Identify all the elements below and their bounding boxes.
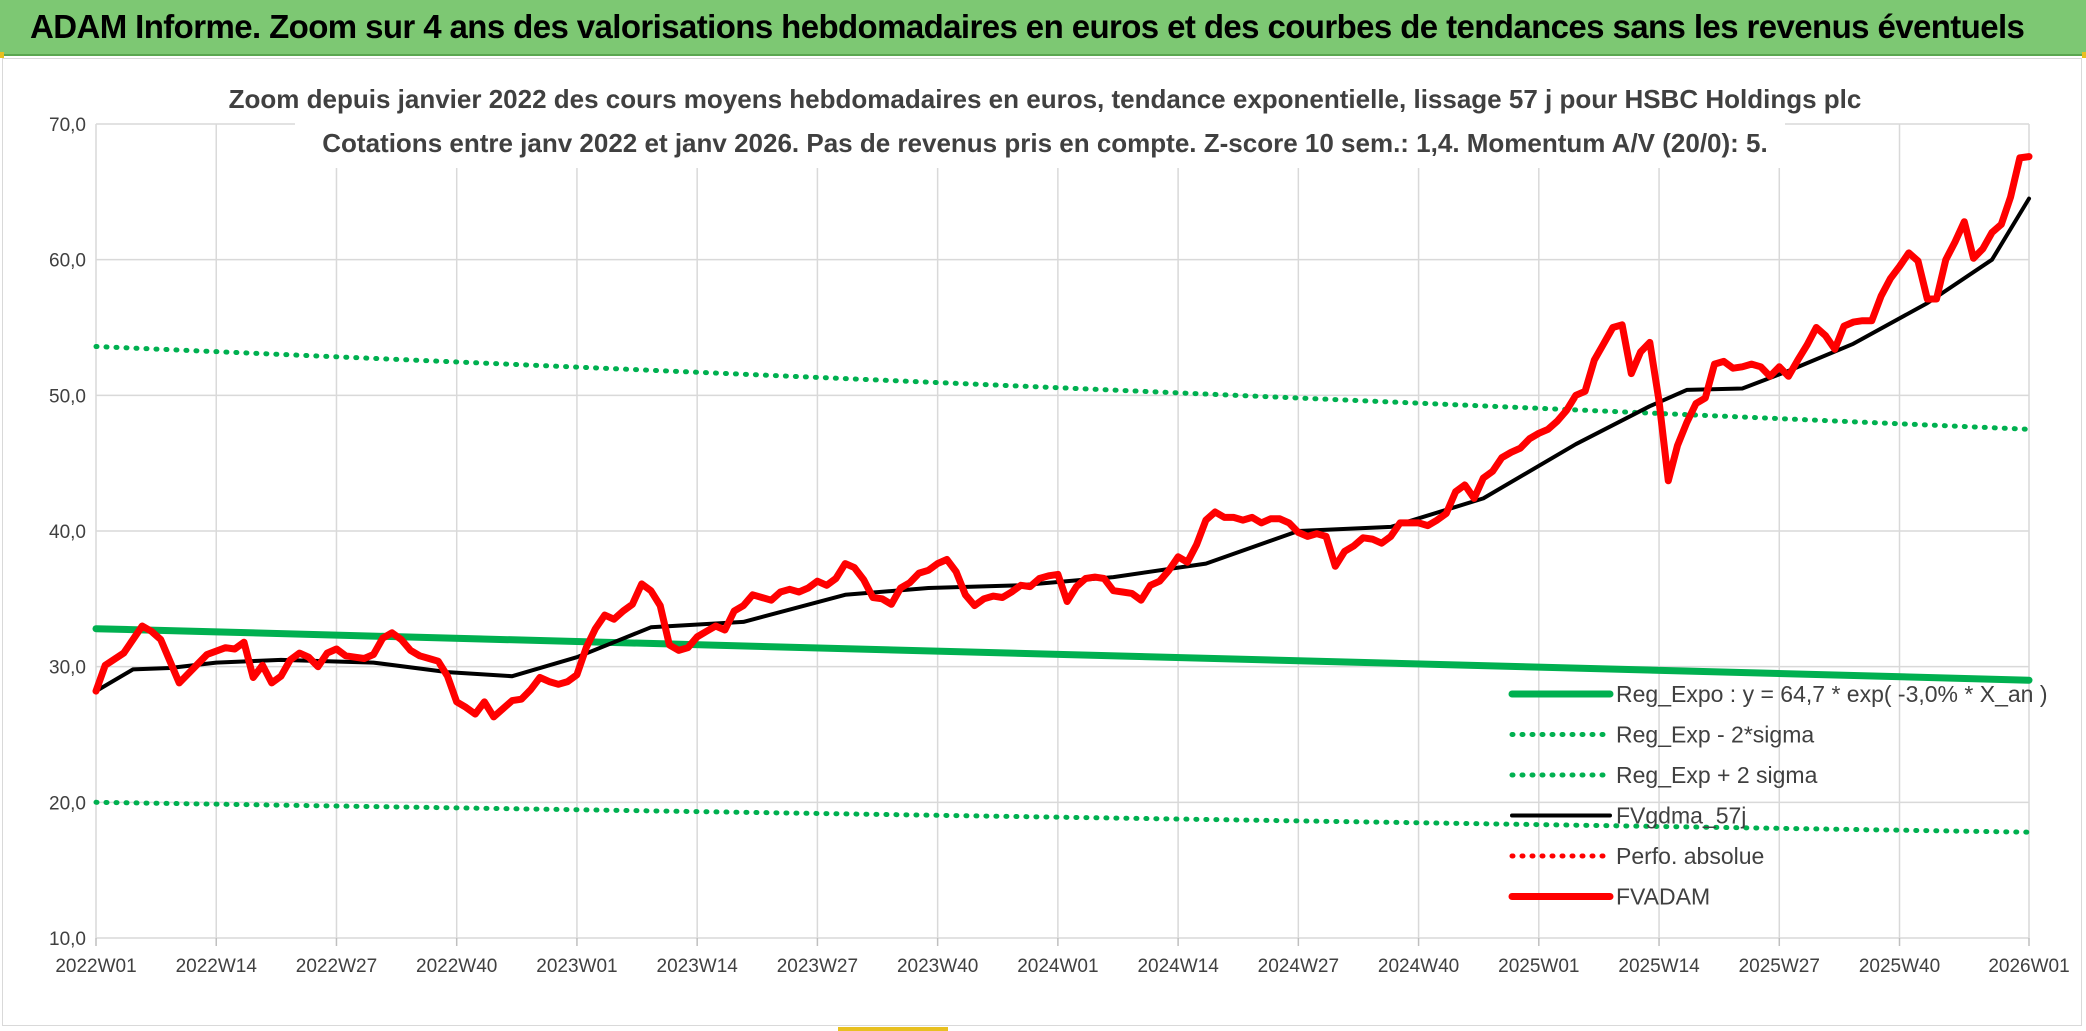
y-tick-label: 20,0 [49, 793, 86, 814]
series-line-5 [92, 153, 2033, 721]
y-tick-label: 10,0 [49, 929, 86, 950]
chart-subtitle: Cotations entre janv 2022 et janv 2026. … [322, 128, 1767, 158]
corner-mark-right [2082, 52, 2086, 58]
x-tick-label: 2024W14 [1137, 956, 1219, 977]
y-tick-label: 30,0 [49, 658, 86, 679]
x-tick-label: 2022W40 [416, 956, 497, 977]
x-tick-label: 2022W14 [176, 956, 258, 977]
header-bar: ADAM Informe. Zoom sur 4 ans des valoris… [0, 0, 2086, 56]
x-tick-label: 2025W27 [1739, 956, 1820, 977]
x-tick-label: 2024W27 [1258, 956, 1339, 977]
y-tick-label: 40,0 [49, 522, 86, 543]
series-line-1 [93, 799, 2032, 835]
x-tick-label: 2022W01 [55, 956, 136, 977]
legend-label-1: Reg_Exp - 2*sigma [1616, 722, 1814, 748]
x-tick-label: 2025W40 [1859, 956, 1940, 977]
legend-label-4: Perfo. absolue [1616, 843, 1764, 869]
header-title: ADAM Informe. Zoom sur 4 ans des valoris… [30, 8, 2025, 45]
series-lines [92, 153, 2033, 835]
x-tick-label: 2023W40 [897, 956, 978, 977]
y-tick-label: 50,0 [49, 386, 86, 407]
legend-label-5: FVADAM [1616, 884, 1710, 910]
x-tick-label: 2023W14 [657, 956, 739, 977]
title-background [295, 82, 1785, 168]
x-tick-label: 2024W40 [1378, 956, 1459, 977]
series-line-2 [93, 344, 2032, 432]
x-tick-label: 2024W01 [1017, 956, 1098, 977]
series-line-3 [94, 196, 2031, 694]
y-tick-label: 70,0 [49, 115, 86, 136]
legend-label-2: Reg_Exp + 2 sigma [1616, 762, 1818, 788]
x-tick-label: 2023W01 [536, 956, 617, 977]
axis-labels: 10,0 20,0 30,0 40,0 50,0 60,0 70,0 2022W01 2022W… [49, 115, 2070, 977]
series-line-0 [92, 625, 2033, 684]
legend-label-3: FVgdma_57j [1616, 803, 1746, 829]
bottom-mark [838, 1027, 948, 1031]
chart-title: Zoom depuis janvier 2022 des cours moyen… [229, 84, 1862, 114]
y-tick-label: 60,0 [49, 251, 86, 272]
legend-label-0: Reg_Expo : y = 64,7 * exp( -3,0% * X_an … [1616, 681, 2048, 707]
x-tick-label: 2023W27 [777, 956, 858, 977]
x-tick-label: 2025W01 [1498, 956, 1579, 977]
chart-frame [2, 58, 2082, 1026]
x-tick-label: 2026W01 [1988, 956, 2069, 977]
legend: Reg_Expo : y = 64,7 * exp( -3,0% * X_an … [1508, 681, 2048, 910]
x-tick-label: 2022W27 [296, 956, 377, 977]
x-tick-label: 2025W14 [1618, 956, 1700, 977]
corner-mark-left [0, 52, 4, 58]
